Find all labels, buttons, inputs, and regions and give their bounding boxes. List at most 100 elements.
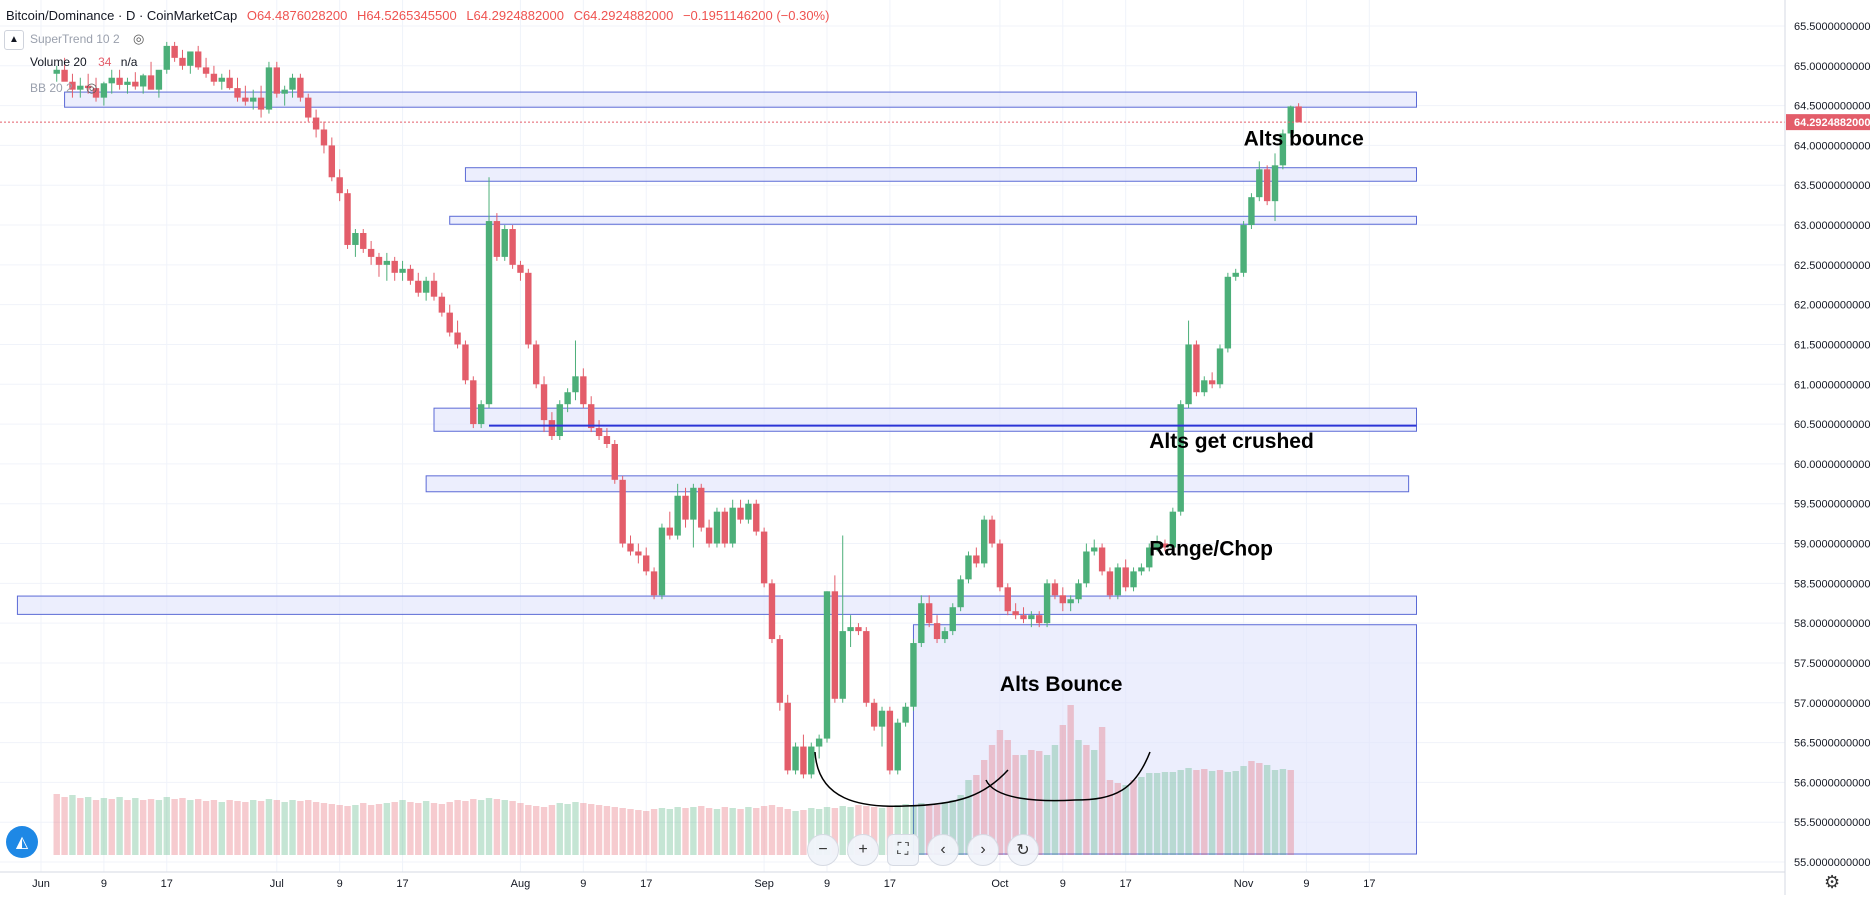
volume-bar: [808, 808, 815, 855]
volume-bar: [1169, 772, 1177, 855]
y-tick-label: 63.5000000000: [1794, 180, 1870, 192]
candle-body: [981, 519, 988, 564]
volume-bar: [698, 806, 705, 855]
tradingview-logo-icon[interactable]: ◭: [6, 826, 38, 858]
candle-body: [1216, 348, 1224, 385]
volume-bar: [257, 801, 265, 855]
volume-bar: [933, 805, 941, 855]
ohlc-values: O64.4876028200 H64.5265345500 L64.292488…: [247, 8, 836, 23]
candle-body: [1098, 547, 1106, 572]
candle-body: [855, 627, 862, 632]
y-tick-label: 55.5000000000: [1794, 817, 1870, 829]
y-tick-label: 64.5000000000: [1794, 101, 1870, 113]
volume-bar: [619, 808, 626, 855]
zoom-in-button[interactable]: +: [847, 834, 879, 866]
volume-bar: [139, 800, 147, 855]
reset-chart-button[interactable]: ↻: [1007, 834, 1039, 866]
y-tick-label: 58.0000000000: [1794, 618, 1870, 630]
volume-bar: [870, 807, 878, 855]
volume-bar: [242, 802, 249, 855]
volume-bar: [957, 795, 964, 855]
chevron-up-icon[interactable]: ▲: [4, 30, 24, 50]
candle-body: [1248, 197, 1255, 226]
volume-bar: [1256, 763, 1263, 855]
scroll-right-button[interactable]: ›: [967, 834, 999, 866]
volume-bar: [1130, 780, 1137, 855]
volume-bar: [1263, 765, 1271, 855]
volume-bar: [792, 811, 799, 855]
volume-bar: [823, 807, 831, 855]
zoom-out-button[interactable]: −: [807, 834, 839, 866]
indicator-volume[interactable]: Volume 20 34 n/a: [30, 55, 137, 69]
candle-body: [580, 376, 587, 405]
volume-bar: [635, 810, 642, 855]
candle-body: [839, 631, 846, 699]
eye-icon[interactable]: ◎: [86, 80, 98, 95]
indicator-bb[interactable]: BB 20 2 ◎: [30, 80, 97, 96]
candle-body: [988, 519, 996, 544]
candle-body: [823, 591, 831, 739]
volume-bar: [485, 798, 493, 855]
volume-bar: [328, 804, 336, 855]
volume-bar: [265, 799, 273, 855]
volume-bar: [493, 799, 501, 855]
x-tick-label: 17: [1363, 878, 1375, 890]
candle-body: [352, 233, 359, 245]
candle-body: [643, 555, 650, 572]
candle-body: [187, 51, 194, 66]
candle-body: [973, 555, 980, 564]
volume-bar: [760, 806, 768, 855]
candle-body: [1091, 547, 1098, 552]
candle-body: [698, 487, 705, 528]
candle-body: [501, 229, 508, 257]
fullscreen-button[interactable]: ⛶: [887, 834, 919, 866]
volume-bar: [847, 807, 854, 855]
gear-icon[interactable]: ⚙: [1824, 872, 1841, 892]
volume-bar: [588, 804, 595, 855]
volume-bar: [1012, 755, 1019, 855]
annotation-label: Range/Chop: [1149, 537, 1273, 560]
chart-toolbar: − + ⛶ ‹ › ↻: [807, 834, 1039, 868]
volume-bar: [1232, 771, 1239, 855]
candle-body: [462, 344, 469, 381]
candle-body: [1271, 165, 1279, 202]
x-tick-label: Jul: [270, 878, 284, 890]
volume-bar: [422, 801, 430, 855]
volume-bar: [360, 803, 367, 855]
volume-bar: [116, 797, 123, 855]
volume-bar: [446, 802, 453, 855]
candle-body: [336, 177, 343, 194]
volume-bar: [556, 803, 563, 855]
volume-bar: [1106, 780, 1114, 855]
volume-bar: [210, 800, 218, 855]
x-tick-label: 17: [884, 878, 896, 890]
candle-body: [1240, 225, 1247, 273]
candle-body: [1287, 106, 1294, 134]
candle-body: [808, 746, 815, 775]
volume-bar: [737, 809, 744, 855]
x-tick-label: Sep: [754, 878, 774, 890]
fullscreen-icon: ⛶: [897, 841, 909, 858]
last-price-label: 64.2924882000: [1794, 117, 1870, 129]
volume-bar: [477, 800, 485, 855]
candle-body: [273, 67, 280, 94]
volume-bar: [171, 799, 178, 855]
x-tick-label: 17: [1120, 878, 1132, 890]
volume-bar: [462, 801, 469, 855]
candle-body: [603, 436, 611, 444]
eye-icon[interactable]: ◎: [132, 31, 145, 46]
reset-icon: ↻: [1016, 842, 1030, 859]
y-tick-label: 60.5000000000: [1794, 419, 1870, 431]
candle-body: [1279, 133, 1287, 166]
volume-bar: [289, 800, 296, 855]
volume-bar: [580, 803, 587, 855]
indicator-supertrend[interactable]: SuperTrend 10 2 ◎: [30, 31, 144, 47]
volume-bar: [1067, 705, 1074, 855]
x-tick-label: 9: [1060, 878, 1066, 890]
volume-bar: [745, 807, 752, 855]
candle-body: [1153, 543, 1161, 548]
volume-bar: [1193, 770, 1200, 855]
scroll-left-button[interactable]: ‹: [927, 834, 959, 866]
